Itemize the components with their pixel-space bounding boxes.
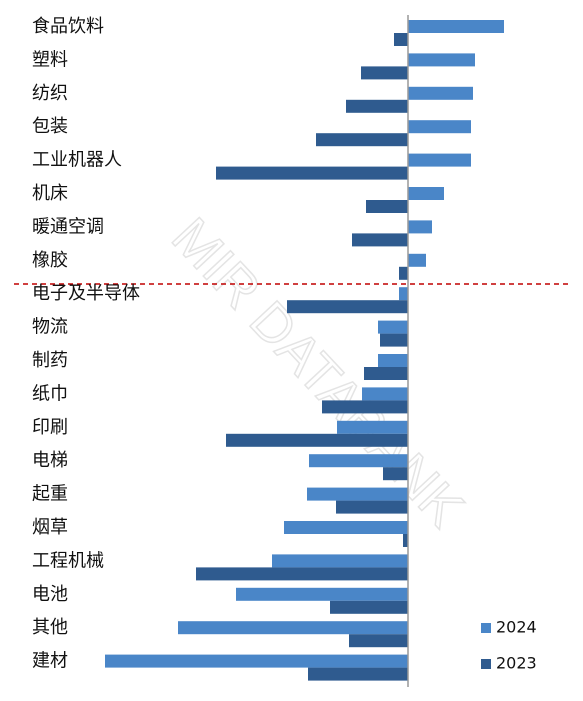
bar: [178, 621, 408, 635]
bar: [346, 99, 408, 113]
category-label: 建材: [32, 651, 68, 672]
bar: [337, 420, 408, 434]
bar: [336, 500, 408, 514]
category-label: 制药: [32, 350, 68, 371]
bar: [236, 587, 408, 601]
category-label: 物流: [32, 317, 68, 338]
category-label: 暖通空调: [32, 216, 104, 237]
bar: [403, 534, 408, 547]
bar: [105, 654, 408, 668]
category-label: 纺织: [32, 83, 68, 104]
category-label: 工业机器人: [32, 150, 122, 171]
category-label: 其他: [32, 617, 68, 638]
category-label: 电梯: [32, 450, 68, 471]
bar: [378, 354, 408, 367]
category-label: 橡胶: [32, 250, 68, 271]
bar: [322, 400, 408, 414]
bar: [226, 433, 408, 447]
category-label: 机床: [32, 183, 68, 204]
bar: [366, 200, 408, 213]
bar: [309, 454, 408, 468]
bar: [380, 333, 408, 347]
bar: [408, 187, 444, 200]
category-label: 烟草: [32, 517, 68, 538]
legend-swatch: [481, 623, 491, 633]
category-label: 起重: [32, 484, 68, 505]
bar: [349, 634, 408, 648]
category-label: 印刷: [32, 417, 68, 438]
bar: [362, 387, 408, 401]
bar: [287, 300, 408, 314]
bar: [316, 133, 408, 147]
bar: [408, 20, 504, 33]
category-label: 纸巾: [32, 383, 68, 404]
category-label: 食品饮料: [32, 16, 104, 37]
bar: [361, 66, 408, 80]
bar: [352, 233, 408, 247]
legend-label: 2024: [496, 618, 537, 637]
bar: [383, 467, 408, 481]
category-label: 工程机械: [32, 550, 104, 571]
bar: [408, 253, 426, 267]
bar: [364, 367, 408, 380]
category-label: 塑料: [32, 49, 68, 70]
bar: [399, 266, 408, 280]
bar: [408, 120, 471, 134]
category-label: 包装: [32, 116, 68, 137]
bar: [307, 487, 408, 501]
bar: [408, 86, 473, 100]
bar: [408, 153, 471, 167]
bar: [272, 554, 408, 568]
category-label: 电池: [32, 584, 68, 605]
bar: [408, 53, 475, 67]
bar: [399, 287, 408, 301]
bar: [394, 33, 408, 46]
bar: [378, 320, 408, 334]
bar: [196, 567, 408, 581]
bar: [216, 166, 408, 180]
bar: [308, 667, 408, 681]
bar: [284, 521, 408, 534]
category-label: 电子及半导体: [32, 283, 140, 304]
legend-label: 2023: [496, 654, 537, 673]
legend-swatch: [481, 659, 491, 669]
bar: [408, 220, 432, 234]
bar: [330, 600, 408, 614]
